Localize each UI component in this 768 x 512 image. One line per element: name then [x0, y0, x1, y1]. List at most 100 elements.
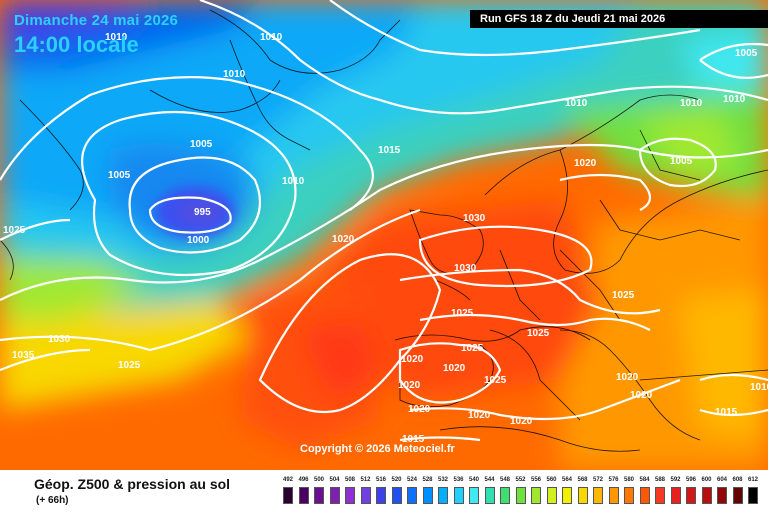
isobar-label: 1005: [190, 139, 213, 150]
isobar-label: 1030: [463, 213, 486, 224]
legend-swatch: [608, 487, 619, 504]
isobar-label: 995: [194, 207, 211, 218]
legend-label: 548: [499, 477, 510, 483]
legend-swatch: [515, 487, 526, 504]
isobar-label: 1010: [260, 32, 283, 43]
legend-swatch: [391, 487, 402, 504]
legend-label: 584: [639, 477, 650, 483]
legend-swatch: [500, 487, 510, 504]
isobar-label: 1020: [443, 363, 466, 374]
isobar-label: 1035: [12, 350, 35, 361]
isobars: [0, 0, 768, 442]
legend-label: 604: [716, 477, 727, 483]
isobar-label: 1020: [468, 410, 491, 421]
isobar-label: 1025: [3, 225, 26, 236]
legend-label: 572: [592, 477, 603, 483]
legend-label: 580: [623, 477, 634, 483]
legend-label: 596: [685, 477, 696, 483]
legend-swatch: [593, 487, 603, 504]
legend-swatch: [577, 487, 588, 504]
isobar-label: 1010: [565, 98, 588, 109]
isobar-label: 1020: [408, 404, 431, 415]
weather-map: 1010 1010 1015 1005 1010 1005 1010 1005 …: [0, 0, 768, 470]
legend-swatch: [376, 487, 386, 504]
legend-label: 524: [406, 477, 417, 483]
legend-label: 532: [437, 477, 448, 483]
isobar-label: 1025: [484, 375, 507, 386]
legend-label: 512: [360, 477, 371, 483]
legend-label: 544: [484, 477, 495, 483]
legend-swatch: [407, 487, 417, 504]
isobar-label: 1030: [48, 334, 71, 345]
isobar-label: 1015: [378, 145, 401, 156]
isobar-label: 1015: [402, 434, 425, 445]
isobar-labels: 1010 1010 1015 1005 1010 1005 1010 1005 …: [3, 12, 768, 445]
legend-label: 612: [747, 477, 758, 483]
copyright-text: Copyright © 2026 Meteociel.fr: [300, 443, 455, 455]
isobar-label: 1030: [454, 263, 477, 274]
legend-swatch: [701, 487, 712, 504]
legend-swatch: [283, 487, 293, 504]
legend-swatch: [717, 487, 727, 504]
legend-label: 516: [375, 477, 386, 483]
legend-swatch: [732, 487, 743, 504]
geopotential-color-field: [0, 0, 768, 470]
legend-swatch: [670, 487, 681, 504]
legend-label: 504: [329, 477, 340, 483]
legend-swatch: [453, 487, 464, 504]
isobar-label: 1015: [715, 407, 738, 418]
isobar-label: 1025: [461, 343, 484, 354]
legend-label: 560: [546, 477, 557, 483]
map-product-title: Géop. Z500 & pression au sol: [34, 476, 231, 492]
legend-swatch: [484, 487, 495, 504]
isobar-label: 1010: [680, 98, 703, 109]
isobar-label: 1005: [735, 48, 758, 59]
legend-label: 540: [468, 477, 479, 483]
legend-label: 520: [391, 477, 402, 483]
isobar-label: 1025: [527, 328, 550, 339]
model-run-banner: Run GFS 18 Z du Jeudi 21 mai 2026: [470, 10, 768, 28]
isobar-label: 1025: [118, 360, 141, 371]
legend-swatch: [624, 487, 634, 504]
legend-label: 600: [701, 477, 712, 483]
geopotential-map-svg: 1010 1010 1015 1005 1010 1005 1010 1005 …: [0, 0, 768, 470]
legend-label: 492: [282, 477, 293, 483]
legend-swatch: [438, 487, 448, 504]
legend-swatch: [546, 487, 557, 504]
legend-label: 568: [577, 477, 588, 483]
legend-swatch: [531, 487, 541, 504]
legend-swatch: [686, 487, 696, 504]
legend-swatch: [329, 487, 340, 504]
isobar-label: 1020: [630, 390, 653, 401]
legend-label: 536: [453, 477, 464, 483]
forecast-date: Dimanche 24 mai 2026: [14, 12, 179, 29]
legend-label: 564: [561, 477, 572, 483]
isobar-label: 1025: [612, 290, 635, 301]
forecast-time: 14:00 locale: [14, 32, 139, 57]
isobar-label: 1020: [398, 380, 421, 391]
legend-swatch: [298, 487, 309, 504]
legend-swatch: [314, 487, 324, 504]
coastlines: [0, 9, 768, 452]
isobar-label: 1020: [510, 416, 533, 427]
legend-swatch: [562, 487, 572, 504]
legend-label: 528: [422, 477, 433, 483]
legend-label: 508: [344, 477, 355, 483]
legend-swatch: [360, 487, 371, 504]
legend-swatch: [639, 487, 650, 504]
forecast-range: (+ 66h): [36, 495, 69, 506]
isobar-label: 1010: [223, 69, 246, 80]
isobar-label: 1000: [187, 235, 210, 246]
isobar-label: 1005: [108, 170, 131, 181]
isobar-label: 1005: [670, 156, 693, 167]
legend-swatch: [469, 487, 479, 504]
legend-swatch: [345, 487, 355, 504]
isobar-label: 1020: [616, 372, 639, 383]
isobar-label: 1020: [574, 158, 597, 169]
legend-label: 592: [670, 477, 681, 483]
isobar-label: 1020: [332, 234, 355, 245]
legend-label: 576: [608, 477, 619, 483]
legend-label: 556: [530, 477, 541, 483]
isobar-label: 1025: [451, 308, 474, 319]
isobar-label: 1010: [105, 32, 128, 43]
